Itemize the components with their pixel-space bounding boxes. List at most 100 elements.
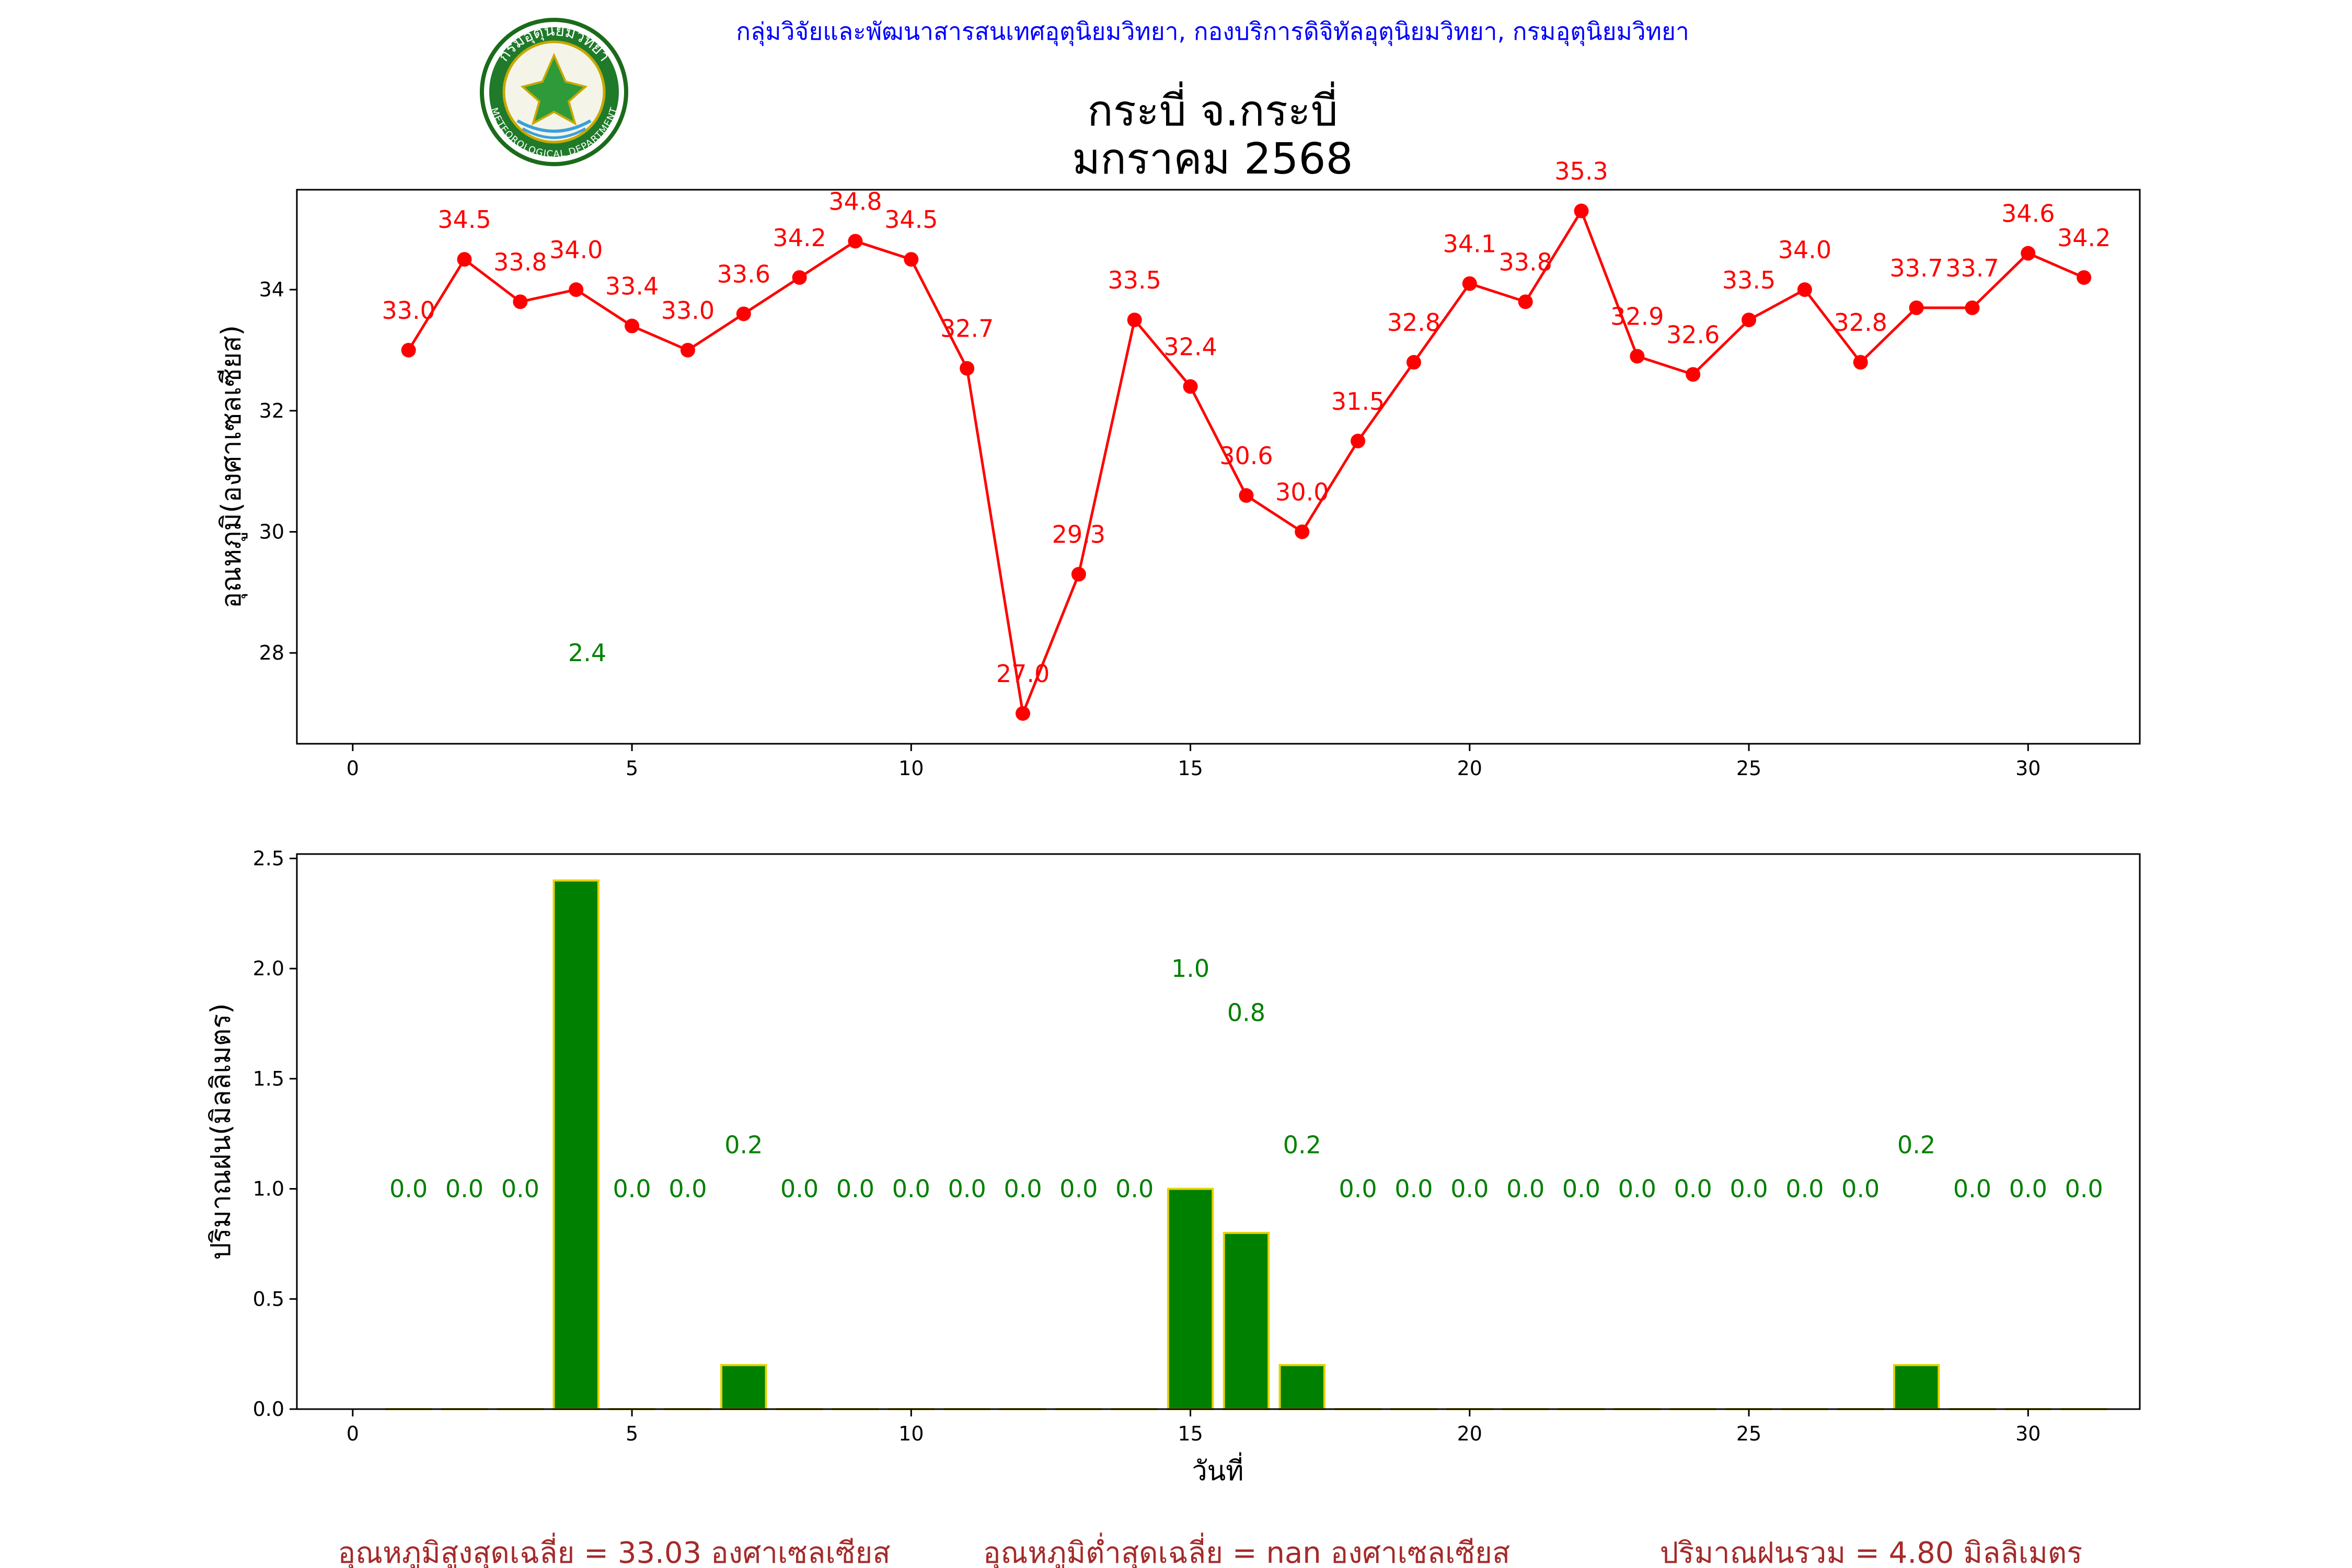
temperature-y-tick-label: 34	[259, 278, 284, 301]
temperature-y-ticks: 28 30 32 34	[259, 278, 297, 664]
temperature-point	[1016, 706, 1031, 721]
rainfall-value-label: 0.0	[445, 1175, 483, 1203]
rainfall-y-tick-label: 1.5	[253, 1067, 284, 1090]
rainfall-value-label: 0.2	[1283, 1131, 1321, 1159]
rainfall-value-label: 0.2	[724, 1131, 763, 1159]
temperature-value-label: 33.7	[1889, 254, 1943, 282]
temperature-value-labels: 33.034.533.8 34.033.433.033.634.234.834.5…	[382, 157, 2111, 688]
temperature-point	[1406, 355, 1421, 370]
rainfall-y-axis-label: ปริมาณฝน(มิลลิเมตร)	[205, 1003, 237, 1260]
temperature-value-label: 33.7	[1945, 254, 1999, 282]
rainfall-y-tick-label: 0.0	[253, 1398, 284, 1421]
temperature-point	[1518, 294, 1533, 309]
rainfall-x-ticks: 0 5 10 15 20 25 30	[347, 1409, 2040, 1445]
temperature-point	[2077, 270, 2092, 285]
credit-line: กลุ่มวิจัยและพัฒนาสารสนเทศอุตุนิยมวิทยา,…	[736, 17, 1689, 47]
temperature-point	[1351, 433, 1366, 448]
rainfall-x-tick-label: 25	[1736, 1422, 1761, 1445]
rainfall-value-labels: 0.0 0.0 0.0 0.0 0.0 0.2 0.0 0.0 0.0 0.0 0.0 0.0 0.0 1…	[389, 954, 2103, 1203]
temperature-value-label: 32.9	[1610, 303, 1664, 331]
chart-title-line2: มกราคม 2568	[1072, 134, 1353, 184]
temperature-x-tick-label: 0	[347, 757, 359, 780]
temperature-value-label: 32.8	[1387, 308, 1440, 337]
temperature-value-label: 33.8	[493, 248, 547, 276]
rainfall-value-label: 0.0	[613, 1175, 651, 1203]
rainfall-y-tick-label: 0.5	[253, 1287, 284, 1310]
rainfall-x-tick-label: 30	[2015, 1422, 2040, 1445]
rainfall-bar	[720, 1364, 767, 1411]
rainfall-value-label: 0.0	[1618, 1175, 1656, 1203]
temperature-point	[1239, 488, 1254, 503]
temperature-value-label: 29.3	[1052, 521, 1105, 549]
temperature-plot-frame	[296, 189, 2141, 745]
summary-rain-total: ปริมาณฝนรวม = 4.80 มิลลิเมตร	[1660, 1536, 2083, 1568]
temperature-point	[848, 234, 863, 249]
temperature-point	[569, 282, 584, 297]
rainfall-x-tick-label: 20	[1457, 1422, 1482, 1445]
temperature-value-label: 34.1	[1443, 230, 1496, 258]
rainfall-value-label: 0.2	[1897, 1131, 1935, 1159]
temperature-value-label: 30.0	[1275, 478, 1329, 506]
temperature-y-tick-label: 28	[259, 641, 284, 664]
rainfall-bar	[1893, 1364, 1940, 1411]
rainfall-bar	[1223, 1231, 1270, 1411]
temperature-value-label: 33.0	[382, 296, 435, 325]
temperature-value-label: 32.6	[1666, 320, 1720, 349]
temperature-value-label: 34.5	[884, 205, 938, 234]
temperature-value-label: 33.5	[1108, 266, 1161, 294]
rainfall-value-label: 0.0	[1394, 1175, 1433, 1203]
rainfall-bars	[385, 879, 2107, 1411]
temperature-x-tick-label: 25	[1736, 757, 1761, 780]
temperature-x-tick-label: 10	[898, 757, 924, 780]
temperature-y-tick-label: 30	[259, 521, 284, 544]
rainfall-y-tick-label: 2.0	[253, 957, 284, 980]
rainfall-plot-frame	[296, 853, 2141, 1410]
temperature-value-label: 34.2	[2057, 224, 2111, 252]
temperature-point	[1071, 567, 1086, 582]
chart-title-line1: กระบี่ จ.กระบี่	[1087, 81, 1338, 136]
temperature-point	[1853, 355, 1868, 370]
rainfall-value-label: 0.0	[1953, 1175, 1991, 1203]
temperature-y-axis-label: อุณหภูมิ(องศาเซลเซียส)	[216, 325, 248, 608]
temperature-points	[401, 203, 2092, 721]
temperature-x-tick-label: 30	[2015, 757, 2040, 780]
temperature-point	[1183, 379, 1198, 394]
rainfall-y-tick-label: 1.0	[253, 1178, 284, 1201]
rainfall-value-label: 0.0	[892, 1175, 930, 1203]
rainfall-y-tick-label: 2.5	[253, 847, 284, 870]
temperature-value-label: 33.0	[661, 296, 714, 325]
rainfall-chart: 0 5 10 15 20 25 30 0.00.51.01.52.02.5 0.0 0.0 0.…	[205, 847, 2141, 1487]
rainfall-value-label: 0.8	[1227, 998, 1265, 1027]
rainfall-value-label: 0.0	[501, 1175, 539, 1203]
temperature-point	[1909, 300, 1924, 315]
rainfall-value-label: 0.0	[1450, 1175, 1489, 1203]
temperature-value-label: 34.5	[437, 205, 491, 234]
temperature-point	[1462, 276, 1477, 291]
rainfall-bar	[1167, 1187, 1214, 1411]
temperature-value-label: 33.6	[717, 260, 770, 288]
temperature-value-label: 32.8	[1834, 308, 1887, 337]
temperature-point	[736, 306, 751, 321]
temperature-value-label: 33.8	[1498, 248, 1552, 276]
rainfall-x-axis-label: วันที่	[1192, 1452, 1243, 1487]
temperature-point	[680, 342, 695, 358]
rainfall-x-tick-label: 15	[1178, 1422, 1203, 1445]
temperature-x-tick-label: 5	[626, 757, 638, 780]
rainfall-value-label: 0.0	[1339, 1175, 1377, 1203]
temperature-x-ticks: 0 5 10 15 20 25 30	[347, 744, 2040, 780]
temperature-point	[960, 361, 975, 376]
temperature-point	[457, 252, 472, 267]
rainfall-value-label: 0.0	[1059, 1175, 1098, 1203]
rainfall-value-label: 1.0	[1171, 954, 1209, 983]
rainfall-value-label: 0.0	[1674, 1175, 1712, 1203]
temperature-value-label: 35.3	[1554, 157, 1608, 186]
rainfall-value-label: 0.0	[1562, 1175, 1600, 1203]
temperature-point	[625, 318, 640, 333]
temperature-point	[2021, 246, 2036, 261]
temperature-point	[1630, 349, 1645, 364]
temperature-x-tick-label: 20	[1457, 757, 1482, 780]
meteorological-department-seal-icon: กรมอุตุนิยมวิทยา METEOROLOGICAL DEPARTME…	[480, 18, 628, 166]
summary-min-avg: อุณหภูมิต่ำสุดเฉลี่ย = nan องศาเซลเซียส	[983, 1532, 1510, 1568]
temperature-value-label: 34.2	[773, 224, 826, 252]
